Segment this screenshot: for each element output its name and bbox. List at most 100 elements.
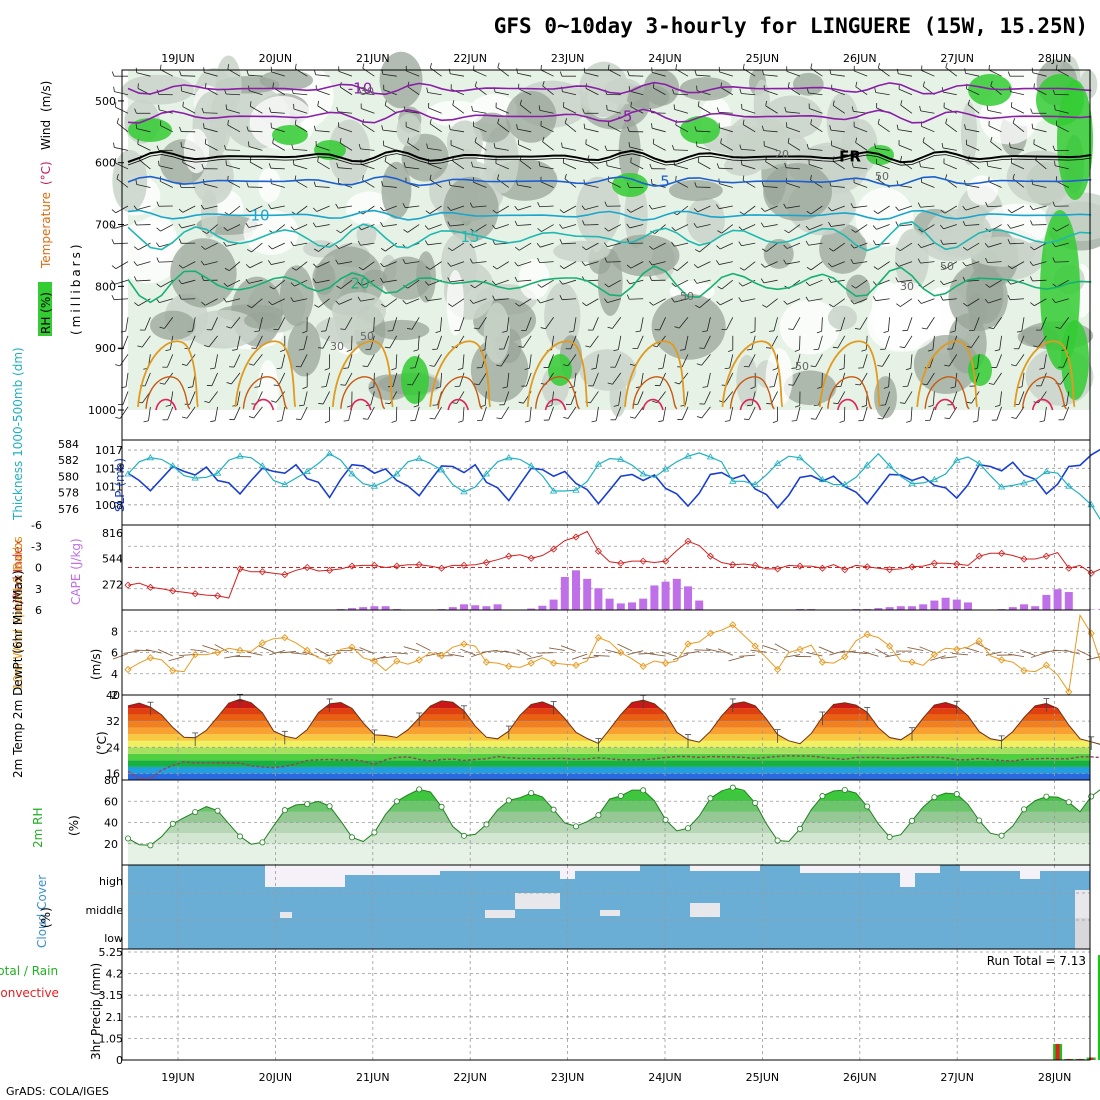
- wind-barb-flag: [1029, 261, 1034, 266]
- wind-barb: [405, 205, 420, 209]
- wind-barb: [473, 298, 487, 304]
- wind-barb: [926, 372, 935, 385]
- wind-barb: [718, 111, 733, 114]
- wind-barb-flag: [209, 367, 215, 370]
- wind10m-point: [617, 648, 625, 657]
- cape-bar: [605, 598, 614, 610]
- wind-barb: [987, 205, 1002, 208]
- wind-barb: [653, 298, 666, 306]
- wind-barb: [607, 242, 621, 248]
- wind-barb-flag: [760, 222, 765, 228]
- wind-barb: [406, 298, 420, 305]
- wind-barb-flag: [1031, 179, 1034, 185]
- wind-barb-flag: [742, 63, 745, 69]
- wind-barb-flag: [542, 136, 545, 142]
- rh2m-point: [528, 790, 535, 797]
- wind-barb: [167, 406, 174, 421]
- wind-barb-flag: [850, 244, 855, 249]
- wind-barb: [862, 354, 868, 368]
- isotherm-35-loop: [155, 398, 177, 411]
- wind-barb: [943, 279, 957, 286]
- wind-barb: [506, 317, 510, 332]
- wind-barb-flag: [254, 386, 260, 388]
- wind-barb-flag: [402, 300, 407, 305]
- y-tick-label: 20: [104, 838, 118, 851]
- wind-barb: [573, 372, 577, 387]
- wind-barb-flag: [727, 349, 733, 353]
- thickness-point: [213, 469, 222, 476]
- wind-barb: [945, 67, 958, 77]
- wind-barb-flag: [922, 137, 925, 143]
- cape-bar: [471, 605, 480, 610]
- wind-barb-flag: [760, 207, 765, 212]
- wind-barb: [382, 73, 397, 77]
- wind-barb-flag: [591, 420, 597, 423]
- cape-bar: [661, 581, 670, 610]
- wind-barb: [519, 298, 532, 307]
- wind-barb: [637, 335, 644, 349]
- wind-barb-flag: [133, 205, 138, 210]
- rh-patch: [762, 95, 823, 140]
- wind-barb: [518, 242, 532, 251]
- wind-barb: [459, 372, 465, 387]
- wind-barb-flag: [604, 257, 608, 263]
- wind-barb-flag: [514, 276, 518, 282]
- wind-barb-flag: [403, 162, 406, 168]
- wind-barb: [763, 279, 778, 284]
- wind-barb: [932, 335, 935, 350]
- wind10m-point: [975, 637, 983, 645]
- pressure-unit-label: (millibars): [69, 241, 83, 335]
- wind-barb-flag: [357, 296, 361, 302]
- wind-barb-flag: [291, 267, 297, 271]
- wind10m-barb: [492, 650, 509, 653]
- wind-barb: [859, 317, 868, 330]
- y-tick-label: 4: [111, 668, 118, 681]
- wind-barb-flag: [492, 265, 498, 270]
- wind10m-point: [706, 629, 715, 638]
- wind-barb: [136, 279, 151, 282]
- wind-barb-flag: [919, 105, 922, 111]
- wind10m-point: [885, 642, 894, 650]
- isotherm-warm-loop: [331, 340, 394, 408]
- wind-barb-flag: [357, 240, 361, 246]
- wind-barb: [629, 224, 644, 229]
- wind-barb: [361, 108, 375, 114]
- wind-barb: [434, 406, 442, 420]
- li-point: [706, 552, 714, 560]
- wind-barb: [362, 205, 375, 215]
- li-point: [796, 562, 804, 570]
- wind-barb-flag: [805, 281, 810, 286]
- rh2m-point: [617, 792, 624, 799]
- wind10m-point: [930, 650, 939, 659]
- rh-label: 50: [795, 360, 809, 373]
- isotherm-35-loop: [837, 398, 859, 411]
- wind-barb: [427, 298, 442, 302]
- wind-barb: [338, 205, 353, 209]
- wind-barb: [474, 279, 487, 289]
- wind-barb-flag: [492, 209, 498, 214]
- wind-barb: [830, 73, 845, 77]
- wind-barb: [719, 261, 733, 265]
- wind-barb: [367, 406, 375, 420]
- wind-barb-flag: [872, 296, 877, 301]
- wind-barb: [228, 205, 241, 216]
- wind-barb-flag: [788, 384, 794, 386]
- wind-barb-flag: [1011, 417, 1017, 419]
- cloud-gap-high: [900, 865, 915, 887]
- y-tick-label: 60: [104, 795, 118, 808]
- wind10m-barb: [560, 645, 577, 652]
- wind-barb-flag: [1052, 257, 1056, 263]
- wind10m-point: [482, 658, 491, 666]
- rh-patch: [753, 79, 770, 128]
- cape-bar: [482, 606, 491, 610]
- rh-label: 30: [360, 85, 374, 98]
- wind-barb: [339, 142, 353, 151]
- wind-barb: [472, 205, 487, 208]
- rh-patch: [373, 319, 430, 341]
- wind-barb-flag: [248, 363, 254, 366]
- wind10m-barb: [112, 653, 129, 660]
- wind-barb-flag: [158, 160, 160, 166]
- li-point: [124, 581, 132, 589]
- wind-barb: [227, 224, 241, 232]
